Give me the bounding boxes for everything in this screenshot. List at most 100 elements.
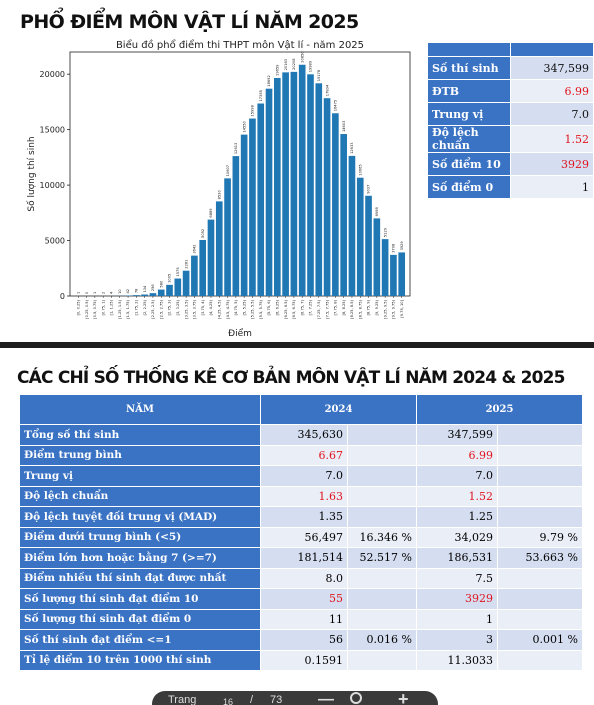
percent-2025	[497, 485, 583, 507]
chart-title: Biểu đồ phổ điểm thi THPT môn Vật lí - n…	[116, 38, 364, 51]
percent-2025	[497, 567, 583, 589]
bar-value-label: 42	[126, 289, 130, 294]
row-label: Độ lệch chuẩn	[19, 485, 261, 507]
x-tick-label: [3, 3.25)	[176, 299, 180, 315]
table-row: Số lượng thí sinh đạt điểm 10 55 3929	[19, 588, 583, 610]
percent-2024	[347, 506, 417, 528]
bar	[340, 134, 347, 296]
bar	[240, 134, 248, 296]
bar	[215, 201, 223, 296]
table-row: Số lượng thí sinh đạt điểm 0 11 1	[19, 608, 583, 630]
bar-value-label: 5052	[201, 229, 205, 238]
header-2024: 2024	[260, 394, 417, 425]
value-2024: 6.67	[260, 444, 348, 466]
x-tick-label: [4, 4.25)	[209, 299, 213, 315]
x-tick-label: [5, 5.25)	[242, 299, 246, 315]
bar	[365, 195, 372, 296]
x-tick-label: [6, 6.25)	[276, 299, 280, 315]
bar-value-label: 14550	[242, 120, 246, 132]
percent-2025	[497, 506, 583, 528]
value-2025: 11.3033	[416, 649, 498, 671]
x-tick-label: [3.75, 4)	[201, 299, 205, 315]
bar-value-label: 19989	[309, 60, 313, 72]
value-2025: 1	[416, 608, 498, 630]
bar-value-label: 1	[76, 292, 80, 294]
table-row: Điểm lớn hơn hoặc bằng 7 (>=7) 181,514 52.…	[19, 547, 583, 569]
x-tick-label: [1.5, 1.75)	[126, 299, 130, 318]
page-separator: /	[250, 694, 254, 705]
x-tick-label: [7.25, 7.5)	[317, 299, 321, 318]
bar-value-label: 6998	[375, 207, 379, 217]
bar-value-label: 18692	[267, 75, 271, 86]
x-tick-label: [0.5, 0.75)	[93, 299, 97, 318]
percent-2024: 52.517 %	[347, 547, 417, 569]
bar	[274, 77, 281, 296]
stats-label: Độ lệch chuẩn	[427, 125, 511, 153]
value-2024: 56,497	[260, 526, 348, 548]
x-tick-label: [1, 1.25)	[110, 299, 114, 315]
stats-value: 1	[509, 175, 594, 199]
row-label: Số thí sinh đạt điểm <=1	[19, 629, 261, 651]
stats-label: Số thí sinh	[427, 56, 511, 80]
y-tick-label: 20000	[40, 70, 65, 79]
bar-value-label: 2281	[184, 260, 188, 269]
bar-value-label: 1575	[176, 267, 180, 276]
bar-value-label: 3642	[193, 244, 197, 253]
zoom-in-button[interactable]: +	[398, 689, 409, 705]
y-tick-label: 15000	[40, 126, 65, 135]
percent-2024	[347, 608, 417, 630]
x-tick-label: [2.75, 3)	[168, 299, 172, 315]
value-2024: 55	[260, 588, 348, 610]
plot-frame	[69, 51, 411, 297]
page-total: 73	[270, 694, 283, 705]
bar-value-label: 1	[93, 292, 97, 294]
value-2025: 6.99	[416, 444, 498, 466]
x-tick-label: [8.5, 8.75)	[358, 299, 362, 318]
bar	[174, 278, 182, 296]
x-tick-label: [5.25, 5.5)	[251, 299, 255, 318]
y-tick-label: 5000	[45, 237, 65, 246]
stats-value: 6.99	[509, 79, 594, 103]
summary-stats-table: Số thí sinh 347,599 ĐTB 6.99 Trung vị 7.0 Độ l…	[427, 42, 594, 199]
x-tick-label: [2, 2.25)	[143, 299, 147, 315]
table-row: Độ lệch tuyệt đối trung vị (MAD) 1.35 1.25	[19, 506, 583, 528]
page-label: Trang	[168, 694, 197, 705]
percent-2024	[347, 444, 417, 466]
value-2024: 7.0	[260, 465, 348, 487]
bar	[249, 118, 256, 297]
x-tick-label: [6.5, 6.75)	[292, 299, 296, 318]
bar	[282, 72, 289, 297]
bar-value-label: 16475	[334, 100, 338, 111]
bar-value-label: 20208	[292, 58, 296, 70]
bar	[207, 219, 215, 296]
x-tick-label: [5.5, 5.75)	[259, 299, 263, 318]
bar	[390, 254, 397, 296]
percent-2024	[347, 649, 417, 671]
x-tick-label: [4.5, 4.75)	[226, 299, 230, 318]
zoom-out-button[interactable]: —	[318, 691, 334, 705]
percent-2025: 53.663 %	[497, 547, 583, 569]
bar	[307, 74, 314, 296]
value-2024: 11	[260, 608, 348, 630]
table-row: Tổng số thí sinh 345,630 347,599	[19, 424, 583, 446]
y-axis-title: Số lượng thí sinh	[26, 136, 37, 211]
bar-value-label: 15998	[251, 104, 255, 116]
slide-title: PHỔ ĐIỂM MÔN VẬT LÍ NĂM 2025	[20, 11, 359, 33]
table-row: Điểm dưới trung bình (<5) 56,497 16.346 % 3…	[19, 526, 583, 548]
percent-2024	[347, 588, 417, 610]
x-tick-label: [7, 7.25)	[309, 299, 313, 315]
bar-value-label: 17355	[259, 90, 263, 101]
x-tick-label: [1.25, 1.5)	[118, 299, 122, 318]
bar-value-label: 14603	[342, 121, 346, 132]
bar-value-label: 3929	[400, 241, 404, 251]
y-tick-label: 0	[60, 292, 65, 301]
bar	[232, 156, 240, 296]
bar-value-label: 78	[135, 288, 139, 293]
page-number-input[interactable]: 16	[222, 697, 233, 705]
stats-value: 1.52	[509, 125, 594, 153]
bar-value-label: 1005	[168, 274, 172, 283]
value-2025: 1.52	[416, 485, 498, 507]
x-tick-label: [8, 8.25)	[342, 299, 346, 315]
bar	[257, 103, 265, 296]
zoom-magnifier-icon[interactable]	[350, 692, 362, 704]
